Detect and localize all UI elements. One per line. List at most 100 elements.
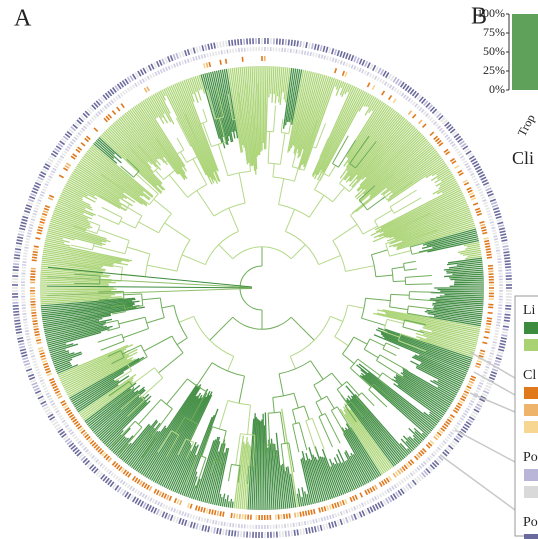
ring-tick — [211, 509, 214, 515]
ring-tick — [288, 513, 291, 519]
ring-tick — [44, 408, 51, 413]
ring-tick — [69, 414, 75, 419]
internal-branch — [96, 225, 101, 234]
clade-branch — [287, 466, 295, 508]
ring-tick — [75, 134, 80, 138]
ring-tick — [294, 512, 297, 518]
ring-tick — [421, 123, 427, 129]
ring-tick — [149, 74, 153, 79]
internal-branch — [407, 229, 438, 241]
internal-branch — [402, 319, 406, 328]
clade-branch — [416, 336, 474, 356]
internal-branch — [305, 420, 317, 452]
ring-tick — [83, 446, 88, 451]
ring-tick — [479, 220, 485, 224]
clade-branch — [113, 121, 153, 165]
ring-tick — [369, 506, 374, 513]
ring-tick — [429, 455, 433, 459]
ring-tick — [491, 346, 496, 350]
ring-tick — [420, 472, 427, 478]
ring-tick — [359, 492, 364, 498]
ring-tick — [478, 354, 484, 358]
ring-tick — [102, 94, 108, 101]
clade-branch — [444, 293, 484, 297]
clade-branch — [152, 394, 203, 482]
ring-tick — [438, 429, 444, 434]
clade-branch — [267, 447, 271, 510]
clade-branch — [152, 94, 165, 115]
ring-tick — [355, 57, 360, 64]
ring-tick — [103, 117, 108, 123]
legend-swatch — [524, 421, 538, 433]
internal-branch — [125, 186, 150, 205]
clade-branch — [354, 132, 422, 198]
ring-tick — [67, 411, 73, 416]
ring-tick — [134, 488, 138, 494]
clade-branch — [350, 427, 382, 476]
ring-tick — [59, 417, 65, 421]
ring-tick — [103, 105, 108, 110]
connector — [469, 392, 516, 413]
clade-branch — [334, 79, 339, 87]
clade-branch — [407, 437, 418, 448]
ring-tick — [482, 231, 488, 235]
internal-branch — [120, 393, 140, 410]
ring-tick — [383, 81, 388, 86]
ring-tick — [404, 484, 410, 491]
ring-tick — [214, 51, 218, 56]
ring-tick — [93, 457, 98, 462]
ring-tick — [316, 525, 320, 532]
internal-branch — [157, 430, 173, 453]
ring-tick — [481, 179, 488, 184]
ring-tick — [395, 491, 400, 498]
ring-tick — [226, 522, 229, 527]
ring-tick — [58, 174, 64, 179]
clade-branch — [390, 153, 440, 192]
clade-branch — [66, 356, 134, 394]
ring-tick — [136, 490, 141, 495]
ring-tick — [339, 60, 343, 65]
clade-branch — [64, 185, 96, 203]
clade-branch — [443, 265, 483, 271]
clade-branch — [257, 420, 261, 510]
ring-tick — [493, 338, 498, 341]
ring-tick — [82, 431, 88, 437]
ring-tick — [131, 73, 137, 80]
ring-tick — [43, 185, 48, 189]
ring-tick — [407, 110, 413, 116]
clade-branch — [389, 215, 473, 245]
clade-branch — [67, 359, 133, 396]
ring-tick — [41, 403, 48, 408]
ring-tick — [61, 402, 67, 407]
ring-tick — [43, 387, 48, 391]
clade-branch — [48, 343, 67, 350]
ring-tick — [116, 486, 122, 493]
ring-tick — [30, 352, 35, 355]
ring-tick — [66, 426, 71, 431]
legend-swatch — [524, 339, 538, 351]
clade-branch — [294, 72, 316, 156]
clade-branch — [97, 396, 142, 438]
clade-branch — [79, 160, 143, 205]
internal-branch — [361, 154, 378, 174]
ring-tick — [341, 70, 346, 77]
ring-tick — [478, 191, 484, 195]
clade-branch — [196, 439, 217, 501]
ring-tick — [476, 168, 483, 173]
ring-tick — [31, 215, 36, 219]
ring-tick — [403, 464, 408, 470]
clade-branch — [382, 335, 469, 371]
ring-tick — [143, 87, 148, 93]
clade-branch — [275, 432, 285, 509]
ring-tick — [386, 488, 390, 494]
ring-tick — [99, 449, 105, 455]
clade-branch — [42, 306, 137, 323]
ring-tick — [414, 468, 419, 473]
clade-branch — [372, 201, 468, 243]
ring-tick — [496, 252, 501, 255]
ring-tick — [483, 336, 489, 339]
ring-tick — [411, 479, 417, 486]
ring-tick — [183, 49, 188, 57]
clade-branch — [278, 66, 283, 103]
ring-tick — [35, 368, 40, 372]
